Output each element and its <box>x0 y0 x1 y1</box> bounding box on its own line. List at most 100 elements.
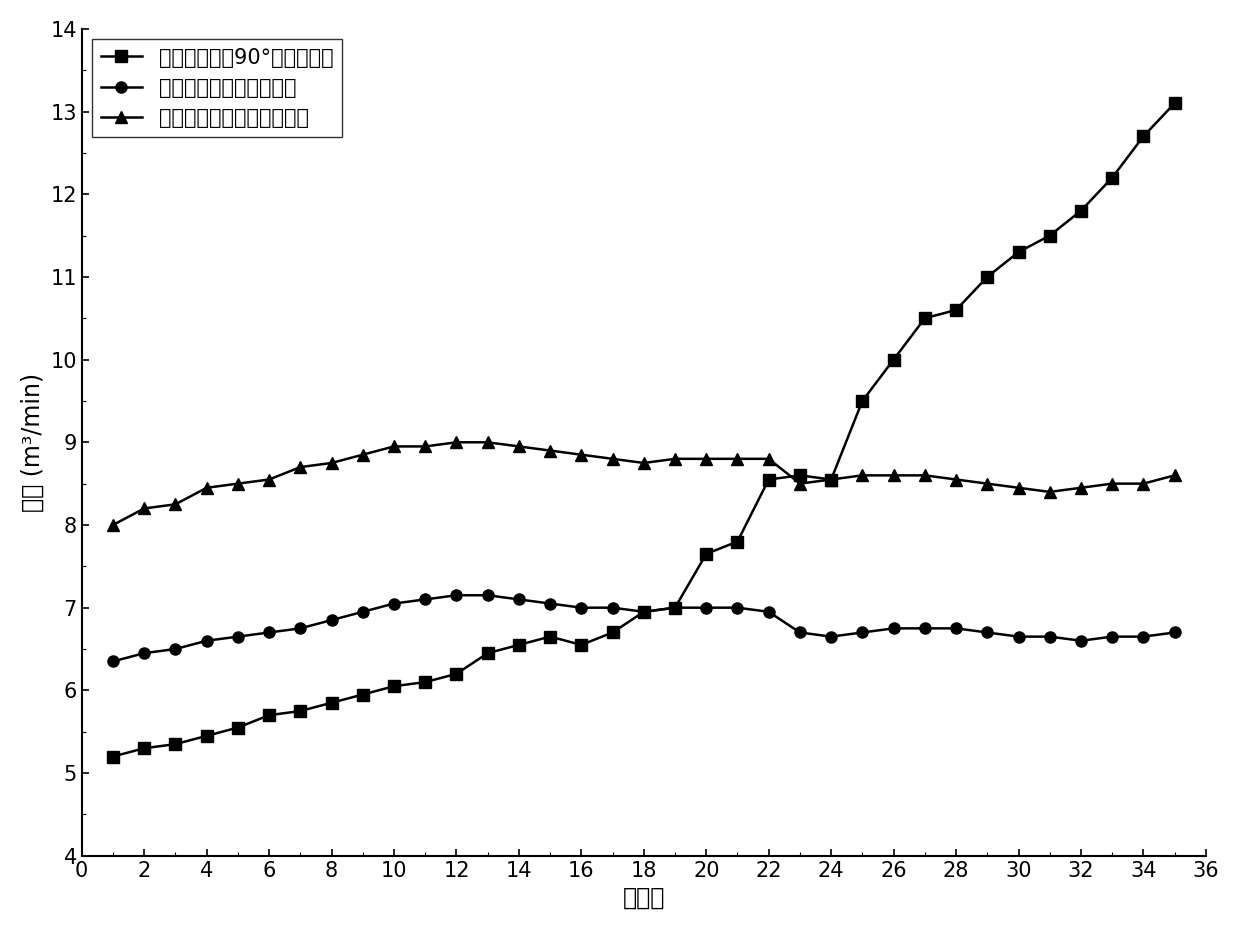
阀片角度都为90°，没有主机 <box>293 706 308 717</box>
调整阀片角度，有主机开启 <box>918 470 932 481</box>
阀片角度都为90°，没有主机 <box>511 640 526 651</box>
调整阀片角度，有主机开启 <box>324 457 339 468</box>
Line: 调整阀片角度，没有主机: 调整阀片角度，没有主机 <box>108 589 1180 667</box>
调整阀片角度，有主机开启 <box>543 445 558 456</box>
调整阀片角度，有主机开启 <box>1074 482 1089 493</box>
X-axis label: 楼层数: 楼层数 <box>622 886 665 911</box>
阀片角度都为90°，没有主机 <box>1105 172 1120 183</box>
调整阀片角度，有主机开启 <box>1043 486 1058 497</box>
调整阀片角度，没有主机 <box>792 627 807 638</box>
调整阀片角度，有主机开启 <box>231 478 246 489</box>
调整阀片角度，没有主机 <box>356 606 371 617</box>
调整阀片角度，没有主机 <box>699 602 714 614</box>
Line: 阀片角度都为90°，没有主机: 阀片角度都为90°，没有主机 <box>108 98 1180 762</box>
调整阀片角度，有主机开启 <box>699 453 714 465</box>
阀片角度都为90°，没有主机 <box>356 689 371 700</box>
调整阀片角度，没有主机 <box>167 643 182 654</box>
调整阀片角度，有主机开启 <box>167 499 182 510</box>
Y-axis label: 流量 (m³/min): 流量 (m³/min) <box>21 372 45 512</box>
调整阀片角度，有主机开启 <box>480 437 495 448</box>
调整阀片角度，没有主机 <box>949 623 963 634</box>
调整阀片角度，有主机开启 <box>792 478 807 489</box>
阀片角度都为90°，没有主机 <box>980 271 994 282</box>
阀片角度都为90°，没有主机 <box>761 474 776 485</box>
Legend: 阀片角度都为90°，没有主机, 调整阀片角度，没有主机, 调整阀片角度，有主机开启: 阀片角度都为90°，没有主机, 调整阀片角度，没有主机, 调整阀片角度，有主机开… <box>92 39 342 137</box>
调整阀片角度，有主机开启 <box>574 449 589 460</box>
调整阀片角度，有主机开启 <box>887 470 901 481</box>
阀片角度都为90°，没有主机 <box>949 304 963 316</box>
阀片角度都为90°，没有主机 <box>167 738 182 749</box>
调整阀片角度，有主机开启 <box>136 503 151 514</box>
调整阀片角度，没有主机 <box>854 627 869 638</box>
调整阀片角度，没有主机 <box>980 627 994 638</box>
阀片角度都为90°，没有主机 <box>918 313 932 324</box>
调整阀片角度，没有主机 <box>918 623 932 634</box>
Line: 调整阀片角度，有主机开启: 调整阀片角度，有主机开启 <box>107 436 1180 532</box>
阀片角度都为90°，没有主机 <box>823 474 838 485</box>
调整阀片角度，没有主机 <box>418 594 433 605</box>
调整阀片角度，有主机开启 <box>1167 470 1182 481</box>
调整阀片角度，有主机开启 <box>1011 482 1025 493</box>
阀片角度都为90°，没有主机 <box>667 602 682 614</box>
调整阀片角度，没有主机 <box>136 648 151 659</box>
调整阀片角度，没有主机 <box>105 655 120 667</box>
调整阀片角度，有主机开启 <box>854 470 869 481</box>
调整阀片角度，没有主机 <box>543 598 558 609</box>
调整阀片角度，没有主机 <box>1136 631 1151 642</box>
调整阀片角度，没有主机 <box>887 623 901 634</box>
调整阀片角度，有主机开启 <box>823 474 838 485</box>
调整阀片角度，有主机开启 <box>667 453 682 465</box>
调整阀片角度，有主机开启 <box>262 474 277 485</box>
调整阀片角度，没有主机 <box>636 606 651 617</box>
阀片角度都为90°，没有主机 <box>730 536 745 547</box>
调整阀片角度，有主机开启 <box>105 519 120 531</box>
调整阀片角度，没有主机 <box>511 594 526 605</box>
阀片角度都为90°，没有主机 <box>262 709 277 721</box>
阀片角度都为90°，没有主机 <box>854 396 869 407</box>
调整阀片角度，有主机开启 <box>761 453 776 465</box>
调整阀片角度，没有主机 <box>1105 631 1120 642</box>
调整阀片角度，没有主机 <box>1074 635 1089 646</box>
调整阀片角度，没有主机 <box>324 614 339 626</box>
调整阀片角度，没有主机 <box>293 623 308 634</box>
阀片角度都为90°，没有主机 <box>699 548 714 560</box>
阀片角度都为90°，没有主机 <box>574 640 589 651</box>
阀片角度都为90°，没有主机 <box>1167 98 1182 109</box>
阀片角度都为90°，没有主机 <box>636 606 651 617</box>
阀片角度都为90°，没有主机 <box>231 722 246 734</box>
调整阀片角度，没有主机 <box>823 631 838 642</box>
阀片角度都为90°，没有主机 <box>887 354 901 365</box>
调整阀片角度，没有主机 <box>231 631 246 642</box>
调整阀片角度，没有主机 <box>667 602 682 614</box>
调整阀片角度，没有主机 <box>1043 631 1058 642</box>
阀片角度都为90°，没有主机 <box>105 751 120 762</box>
调整阀片角度，有主机开启 <box>418 441 433 452</box>
调整阀片角度，没有主机 <box>1167 627 1182 638</box>
调整阀片角度，有主机开启 <box>605 453 620 465</box>
调整阀片角度，没有主机 <box>605 602 620 614</box>
调整阀片角度，有主机开启 <box>449 437 464 448</box>
调整阀片角度，有主机开启 <box>1136 478 1151 489</box>
调整阀片角度，没有主机 <box>761 606 776 617</box>
调整阀片角度，有主机开启 <box>356 449 371 460</box>
阀片角度都为90°，没有主机 <box>1074 205 1089 216</box>
调整阀片角度，没有主机 <box>200 635 215 646</box>
阀片角度都为90°，没有主机 <box>543 631 558 642</box>
调整阀片角度，没有主机 <box>449 589 464 600</box>
调整阀片角度，有主机开启 <box>949 474 963 485</box>
阀片角度都为90°，没有主机 <box>387 681 402 692</box>
阀片角度都为90°，没有主机 <box>200 730 215 741</box>
调整阀片角度，有主机开启 <box>293 462 308 473</box>
阀片角度都为90°，没有主机 <box>449 668 464 680</box>
调整阀片角度，没有主机 <box>262 627 277 638</box>
调整阀片角度，有主机开启 <box>387 441 402 452</box>
调整阀片角度，有主机开启 <box>511 441 526 452</box>
阀片角度都为90°，没有主机 <box>792 470 807 481</box>
阀片角度都为90°，没有主机 <box>324 697 339 708</box>
阀片角度都为90°，没有主机 <box>136 743 151 754</box>
阀片角度都为90°，没有主机 <box>1136 130 1151 142</box>
阀片角度都为90°，没有主机 <box>480 648 495 659</box>
调整阀片角度，有主机开启 <box>636 457 651 468</box>
阀片角度都为90°，没有主机 <box>1011 247 1025 258</box>
调整阀片角度，有主机开启 <box>980 478 994 489</box>
